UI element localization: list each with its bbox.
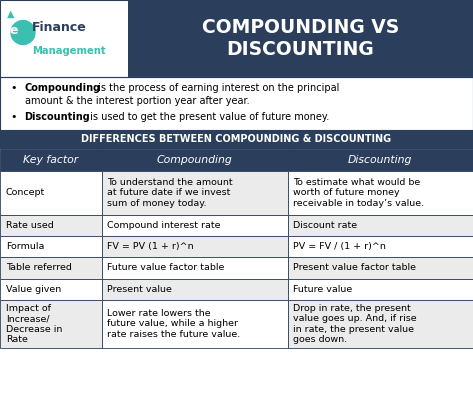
Text: To estimate what would be
worth of future money
receivable in today’s value.: To estimate what would be worth of futur…: [293, 178, 424, 208]
Bar: [0, 130, 473, 149]
Text: Drop in rate, the present
value goes up. And, if rise
in rate, the present value: Drop in rate, the present value goes up.…: [293, 304, 417, 344]
Text: COMPOUNDING VS
DISCOUNTING: COMPOUNDING VS DISCOUNTING: [201, 18, 399, 59]
Bar: [0, 77, 473, 130]
Bar: [288, 149, 473, 171]
Bar: [102, 171, 288, 215]
Text: Key factor: Key factor: [23, 155, 79, 165]
Text: Rate used: Rate used: [6, 221, 53, 230]
Bar: [288, 279, 473, 300]
Text: is used to get the present value of future money.: is used to get the present value of futu…: [87, 112, 329, 122]
Text: Compounding: Compounding: [25, 83, 101, 93]
Text: Compound interest rate: Compound interest rate: [107, 221, 221, 230]
Text: FV = PV (1 + r)^n: FV = PV (1 + r)^n: [107, 242, 194, 251]
Bar: [0, 149, 102, 171]
Bar: [0, 215, 102, 236]
Text: Table referred: Table referred: [6, 264, 71, 272]
Text: Lower rate lowers the
future value, while a higher
rate raises the future value.: Lower rate lowers the future value, whil…: [107, 309, 241, 339]
Bar: [102, 300, 288, 348]
Text: Compounding: Compounding: [157, 155, 233, 165]
Bar: [0, 279, 102, 300]
Bar: [0, 0, 128, 77]
Bar: [0, 171, 102, 215]
Bar: [0, 236, 102, 257]
Text: Future value factor table: Future value factor table: [107, 264, 225, 272]
Bar: [102, 215, 288, 236]
Text: To understand the amount
at future date if we invest
sum of money today.: To understand the amount at future date …: [107, 178, 233, 208]
Text: Discounting: Discounting: [348, 155, 412, 165]
Bar: [102, 236, 288, 257]
Text: Value given: Value given: [6, 285, 61, 294]
Text: Discount rate: Discount rate: [293, 221, 358, 230]
Bar: [0, 257, 102, 279]
Bar: [288, 215, 473, 236]
Text: PV = FV / (1 + r)^n: PV = FV / (1 + r)^n: [293, 242, 386, 251]
Bar: [102, 257, 288, 279]
Bar: [288, 257, 473, 279]
Text: Future value: Future value: [293, 285, 352, 294]
Bar: [0, 300, 102, 348]
Text: Formula: Formula: [6, 242, 44, 251]
Text: e: e: [10, 24, 18, 37]
Text: DIFFERENCES BETWEEN COMPOUNDING & DISCOUNTING: DIFFERENCES BETWEEN COMPOUNDING & DISCOU…: [81, 134, 392, 145]
Text: •: •: [10, 112, 17, 122]
Text: amount & the interest portion year after year.: amount & the interest portion year after…: [25, 96, 249, 106]
Text: Management: Management: [32, 46, 106, 56]
Text: Present value: Present value: [107, 285, 172, 294]
Text: Impact of
Increase/
Decrease in
Rate: Impact of Increase/ Decrease in Rate: [6, 304, 62, 344]
Text: Concept: Concept: [6, 188, 45, 197]
Text: is the process of earning interest on the principal: is the process of earning interest on th…: [95, 83, 339, 93]
Bar: [128, 0, 473, 77]
Bar: [0, 0, 473, 77]
Bar: [102, 279, 288, 300]
Text: ⬤: ⬤: [9, 20, 36, 45]
Bar: [102, 149, 288, 171]
Bar: [288, 300, 473, 348]
Bar: [288, 236, 473, 257]
Text: Discounting: Discounting: [25, 112, 90, 122]
Text: Present value factor table: Present value factor table: [293, 264, 416, 272]
Text: •: •: [10, 83, 17, 93]
Bar: [288, 171, 473, 215]
Text: ▲: ▲: [7, 9, 14, 19]
Text: Finance: Finance: [32, 21, 87, 34]
